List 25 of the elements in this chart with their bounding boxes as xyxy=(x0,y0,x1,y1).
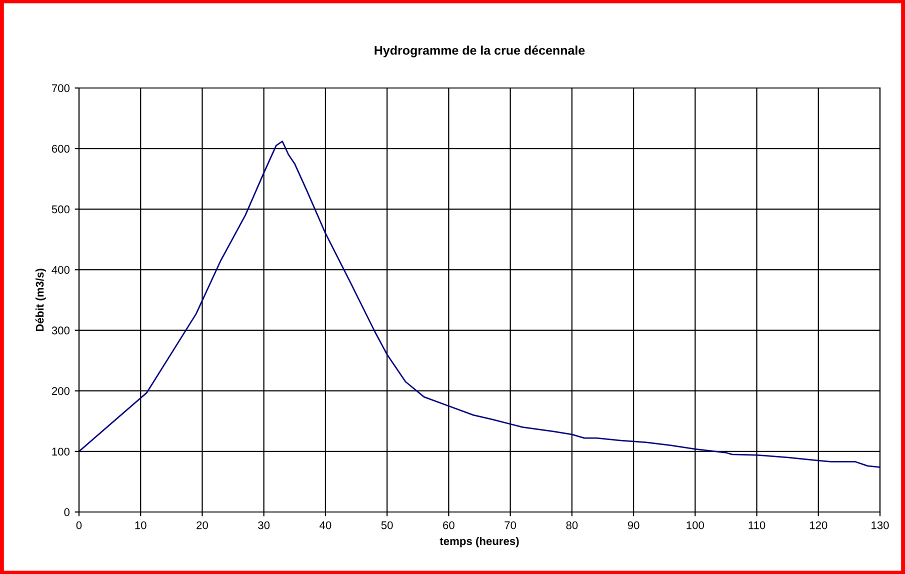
y-tick-label: 700 xyxy=(52,84,70,92)
y-tick-label: 200 xyxy=(52,387,70,395)
x-tick-label: 100 xyxy=(686,521,704,530)
x-axis-title: temps (heures) xyxy=(440,536,519,548)
x-tick-label: 50 xyxy=(381,521,393,530)
y-axis-title: Débit (m3/s) xyxy=(35,268,46,332)
x-tick-label: 30 xyxy=(258,521,270,530)
x-tick-label: 70 xyxy=(504,521,516,530)
x-tick-label: 20 xyxy=(196,521,208,530)
x-tick-label: 40 xyxy=(320,521,332,530)
y-tick-label: 100 xyxy=(52,448,70,456)
y-tick-label: 0 xyxy=(64,508,70,516)
x-tick-label: 130 xyxy=(872,521,889,530)
x-tick-label: 80 xyxy=(566,521,578,530)
x-tick-label: 60 xyxy=(443,521,454,530)
x-tick-label: 110 xyxy=(748,521,766,530)
y-tick-label: 300 xyxy=(52,326,70,334)
x-tick-label: 0 xyxy=(76,521,82,530)
x-tick-label: 10 xyxy=(135,521,146,530)
y-tick-label: 600 xyxy=(52,144,70,153)
x-tick-label: 90 xyxy=(628,521,640,530)
chart-title: Hydrogramme de la crue décennale xyxy=(374,46,585,58)
y-tick-label: 400 xyxy=(52,266,70,274)
x-tick-label: 120 xyxy=(810,521,828,530)
y-tick-label: 500 xyxy=(52,205,70,214)
